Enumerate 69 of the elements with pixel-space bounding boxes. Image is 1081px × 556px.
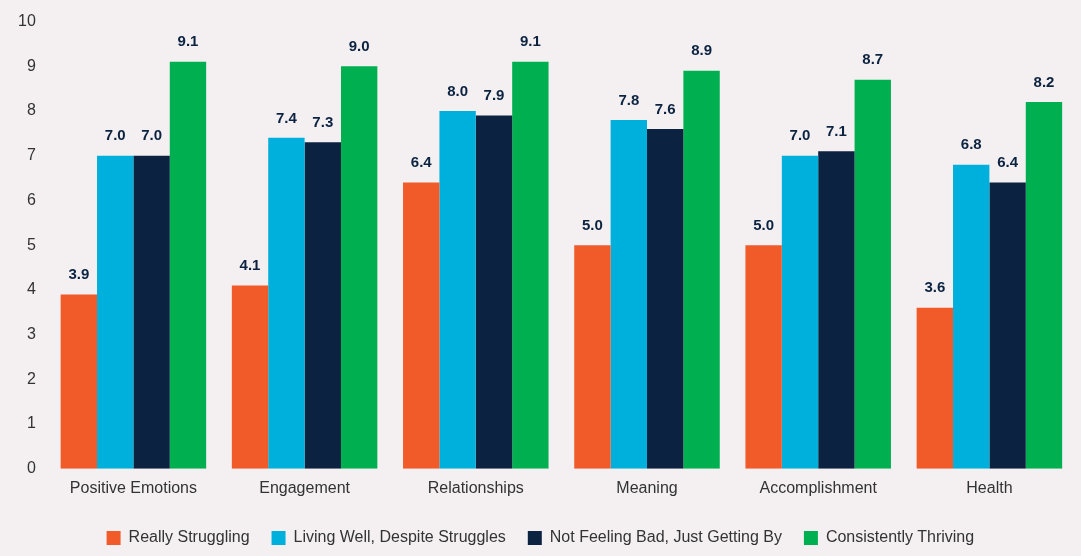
- bar: [340, 66, 378, 469]
- bar: [439, 111, 476, 469]
- y-tick-label: 10: [18, 12, 36, 30]
- data-label: 6.8: [960, 135, 982, 153]
- x-tick-label: Meaning: [616, 478, 678, 496]
- data-label: 9.1: [177, 32, 199, 50]
- bar: [953, 164, 990, 469]
- legend-label: Not Feeling Bad, Just Getting By: [549, 528, 782, 546]
- legend-label: Really Struggling: [128, 528, 250, 546]
- bar: [133, 155, 170, 469]
- data-label: 8.2: [1033, 72, 1055, 90]
- bar: [1025, 102, 1063, 469]
- y-tick-label: 0: [26, 459, 36, 477]
- y-tick-label: 6: [26, 190, 36, 208]
- data-label: 8.9: [691, 41, 712, 59]
- x-tick-label: Health: [966, 478, 1013, 496]
- data-label: 9.0: [348, 36, 370, 54]
- bar: [916, 307, 954, 469]
- y-tick-label: 5: [26, 235, 36, 253]
- data-label: 5.0: [582, 215, 603, 233]
- bar: [745, 245, 782, 469]
- data-label: 7.0: [104, 126, 126, 144]
- data-label: 8.0: [447, 81, 469, 99]
- data-label: 7.4: [275, 108, 298, 126]
- y-tick-label: 7: [26, 146, 36, 164]
- bar: [854, 79, 891, 469]
- bar: [574, 245, 611, 469]
- y-tick-label: 3: [26, 325, 36, 343]
- legend-label: Consistently Thriving: [825, 528, 975, 546]
- bar: [268, 137, 305, 469]
- y-tick-label: 8: [26, 101, 36, 119]
- data-label: 3.6: [924, 278, 946, 296]
- bar: [610, 119, 647, 469]
- x-tick-label: Relationships: [427, 478, 524, 496]
- x-tick-label: Engagement: [259, 478, 351, 496]
- data-label: 7.3: [312, 112, 334, 130]
- data-label: 7.0: [141, 126, 163, 144]
- data-label: 7.8: [618, 90, 640, 108]
- data-label: 9.1: [519, 32, 541, 50]
- data-label: 6.4: [997, 153, 1019, 171]
- bar: [169, 61, 207, 469]
- bar: [403, 182, 440, 469]
- bar: [683, 70, 720, 469]
- data-label: 7.0: [789, 126, 811, 144]
- y-tick-label: 1: [26, 414, 36, 432]
- bar: [60, 294, 98, 469]
- y-tick-label: 9: [26, 56, 36, 74]
- bar: [989, 182, 1026, 469]
- bar: [781, 155, 819, 469]
- bar: [97, 155, 134, 469]
- bar: [512, 61, 549, 469]
- data-label: 7.6: [654, 99, 676, 117]
- data-label: 4.1: [239, 256, 261, 274]
- data-label: 6.4: [410, 153, 433, 171]
- data-label: 3.9: [68, 265, 90, 283]
- data-label: 8.7: [862, 50, 884, 68]
- y-tick-label: 2: [26, 369, 36, 387]
- bar: [647, 128, 684, 469]
- data-label: 5.0: [753, 215, 775, 233]
- bar: [475, 115, 513, 469]
- data-label: 7.9: [483, 86, 505, 104]
- bar: [231, 285, 269, 469]
- bar: [818, 151, 855, 469]
- legend-label: Living Well, Despite Struggles: [293, 528, 506, 546]
- x-tick-label: Accomplishment: [759, 478, 878, 496]
- x-tick-label: Positive Emotions: [69, 478, 197, 496]
- data-label: 7.1: [825, 121, 847, 139]
- y-tick-label: 4: [26, 280, 36, 298]
- bar: [304, 142, 341, 469]
